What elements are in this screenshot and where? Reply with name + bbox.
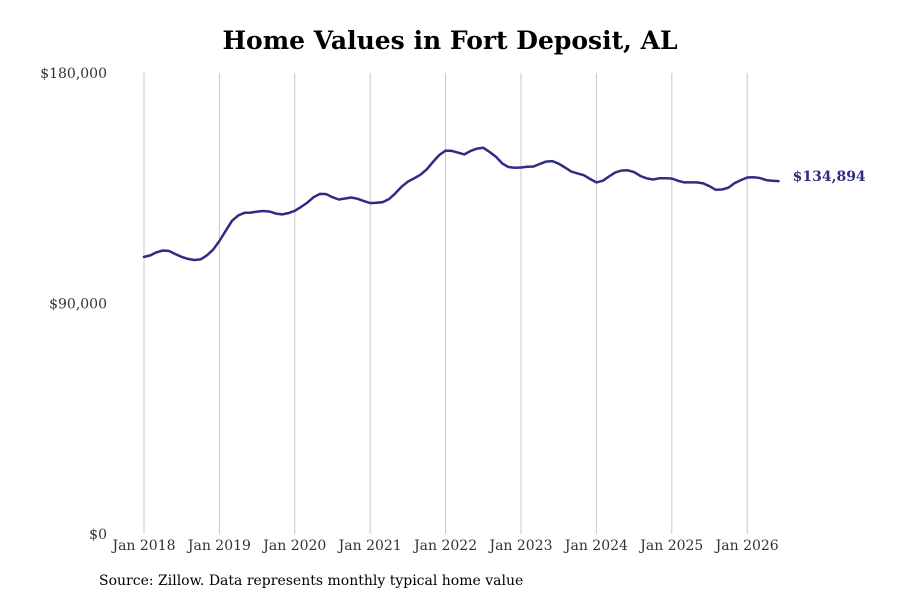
x-tick-label: Jan 2022: [412, 538, 477, 554]
x-tick-label: Jan 2021: [337, 538, 402, 554]
x-tick-label: Jan 2019: [186, 538, 251, 554]
series-line-home-value: [142, 146, 780, 262]
x-tick-label: Jan 2018: [110, 538, 175, 554]
y-tick-label: $180,000: [40, 66, 107, 82]
gridlines: [143, 73, 748, 534]
y-tick-label: $0: [89, 527, 107, 543]
end-value-label: $134,894: [793, 169, 866, 185]
y-axis-ticks: $0 $90,000 $180,000: [40, 66, 107, 543]
y-tick-label: $90,000: [49, 297, 107, 313]
x-tick-label: Jan 2025: [638, 538, 703, 554]
chart-title: Home Values in Fort Deposit, AL: [222, 26, 678, 55]
x-tick-label: Jan 2026: [714, 538, 779, 554]
x-axis-ticks: Jan 2018 Jan 2019 Jan 2020 Jan 2021 Jan 2022…: [110, 538, 778, 554]
x-tick-label: Jan 2023: [487, 538, 552, 554]
source-note: Source: Zillow. Data represents monthly …: [99, 573, 524, 589]
x-tick-label: Jan 2024: [563, 538, 628, 554]
x-tick-label: Jan 2020: [261, 538, 326, 554]
